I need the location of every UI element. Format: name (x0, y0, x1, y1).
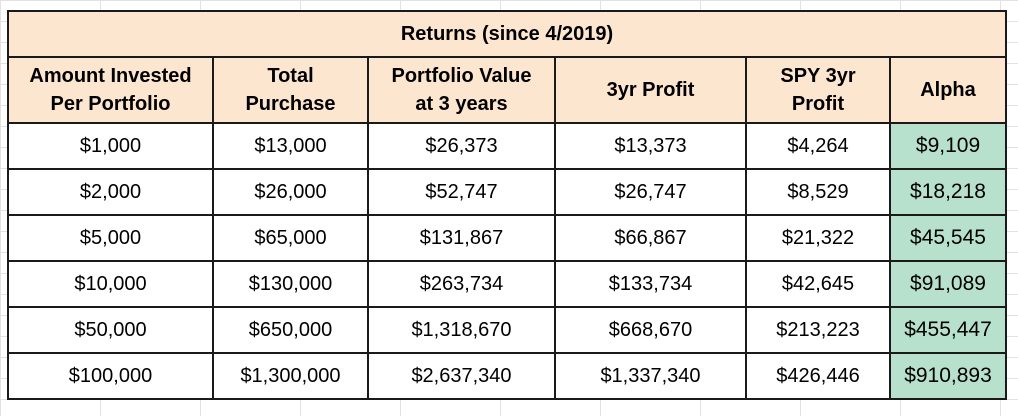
header-alpha[interactable]: Alpha (888, 56, 1008, 124)
cell-total-purchase[interactable]: $26,000 (212, 168, 369, 216)
cell-spy-3yr-profit[interactable]: $213,223 (745, 306, 891, 354)
cell-amount-invested[interactable]: $100,000 (7, 352, 214, 400)
returns-table: Returns (since 4/2019) Amount Invested P… (6, 10, 1008, 400)
header-line: Total (267, 65, 314, 87)
cell-amount-invested[interactable]: $5,000 (7, 214, 214, 262)
cell-portfolio-value[interactable]: $26,373 (367, 122, 556, 170)
cell-alpha[interactable]: $9,109 (888, 122, 1008, 170)
cell-total-purchase[interactable]: $13,000 (212, 122, 369, 170)
cell-spy-3yr-profit[interactable]: $21,322 (745, 214, 891, 262)
cell-spy-3yr-profit[interactable]: $42,645 (745, 260, 891, 308)
header-line: Alpha (920, 79, 976, 101)
cell-alpha[interactable]: $910,893 (888, 352, 1008, 400)
table-title-row: Returns (since 4/2019) (6, 10, 1008, 58)
cell-total-purchase[interactable]: $130,000 (212, 260, 369, 308)
table-row: $2,000 $26,000 $52,747 $26,747 $8,529 $1… (7, 168, 1008, 216)
cell-3yr-profit[interactable]: $668,670 (554, 306, 747, 354)
table-row: $5,000 $65,000 $131,867 $66,867 $21,322 … (7, 214, 1008, 262)
header-line: Profit (791, 93, 845, 115)
table-row: $100,000 $1,300,000 $2,637,340 $1,337,34… (7, 352, 1008, 400)
header-line: 3yr Profit (606, 79, 695, 101)
cell-portfolio-value[interactable]: $131,867 (367, 214, 556, 262)
header-portfolio-value[interactable]: Portfolio Value at 3 years (367, 56, 556, 124)
cell-total-purchase[interactable]: $1,300,000 (212, 352, 369, 400)
header-line: Portfolio Value (391, 65, 532, 87)
header-line: Purchase (245, 93, 336, 115)
cell-spy-3yr-profit[interactable]: $8,529 (745, 168, 891, 216)
cell-3yr-profit[interactable]: $1,337,340 (554, 352, 747, 400)
cell-portfolio-value[interactable]: $263,734 (367, 260, 556, 308)
cell-alpha[interactable]: $91,089 (888, 260, 1008, 308)
header-spy-3yr-profit[interactable]: SPY 3yr Profit (745, 56, 891, 124)
cell-amount-invested[interactable]: $2,000 (7, 168, 214, 216)
header-line: SPY 3yr (780, 65, 856, 87)
header-3yr-profit[interactable]: 3yr Profit (554, 56, 747, 124)
cell-amount-invested[interactable]: $1,000 (7, 122, 214, 170)
table-title[interactable]: Returns (since 4/2019) (6, 10, 1008, 58)
cell-alpha[interactable]: $45,545 (888, 214, 1008, 262)
cell-total-purchase[interactable]: $650,000 (212, 306, 369, 354)
cell-spy-3yr-profit[interactable]: $426,446 (745, 352, 891, 400)
cell-alpha[interactable]: $455,447 (888, 306, 1008, 354)
header-total-purchase[interactable]: Total Purchase (212, 56, 369, 124)
header-amount-invested[interactable]: Amount Invested Per Portfolio (7, 56, 214, 124)
table-row: $10,000 $130,000 $263,734 $133,734 $42,6… (7, 260, 1008, 308)
cell-spy-3yr-profit[interactable]: $4,264 (745, 122, 891, 170)
header-line: Per Portfolio (50, 93, 171, 115)
cell-3yr-profit[interactable]: $26,747 (554, 168, 747, 216)
header-line: at 3 years (415, 93, 508, 115)
cell-alpha[interactable]: $18,218 (888, 168, 1008, 216)
table-row: $1,000 $13,000 $26,373 $13,373 $4,264 $9… (7, 122, 1008, 170)
cell-portfolio-value[interactable]: $2,637,340 (367, 352, 556, 400)
cell-amount-invested[interactable]: $10,000 (7, 260, 214, 308)
column-header-row: Amount Invested Per Portfolio Total Purc… (7, 56, 1008, 124)
cell-3yr-profit[interactable]: $66,867 (554, 214, 747, 262)
cell-3yr-profit[interactable]: $133,734 (554, 260, 747, 308)
cell-3yr-profit[interactable]: $13,373 (554, 122, 747, 170)
header-line: Amount Invested (29, 65, 192, 87)
table-row: $50,000 $650,000 $1,318,670 $668,670 $21… (7, 306, 1008, 354)
cell-portfolio-value[interactable]: $52,747 (367, 168, 556, 216)
cell-amount-invested[interactable]: $50,000 (7, 306, 214, 354)
cell-total-purchase[interactable]: $65,000 (212, 214, 369, 262)
cell-portfolio-value[interactable]: $1,318,670 (367, 306, 556, 354)
